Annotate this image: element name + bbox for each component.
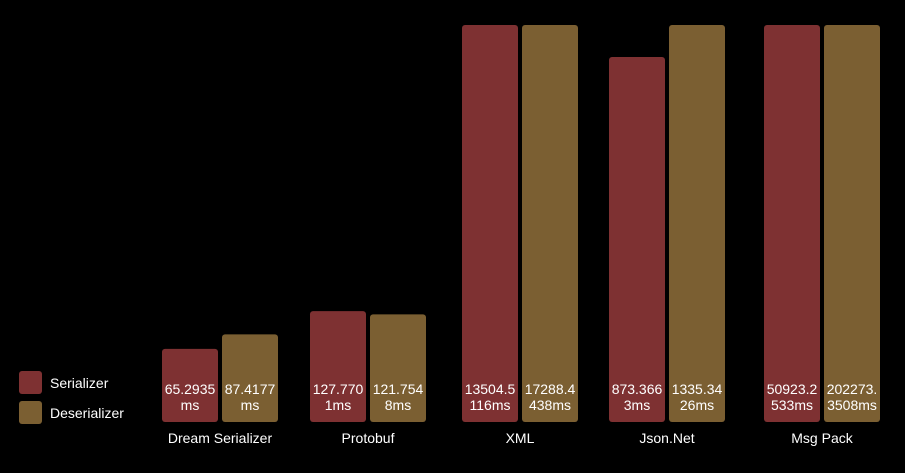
data-label-serializer-dream-serializer: 65.2935 ms [165,381,216,413]
legend-label-serializer: Serializer [50,375,109,391]
data-label-deserializer-protobuf: 121.754 8ms [373,381,424,413]
bar-deserializer-json-net [669,25,725,422]
category-labels-layer: Dream Serializer Protobuf XML Json.Net Msg P… [168,430,854,446]
data-label-serializer-xml: 13504.5 116ms [465,381,516,413]
bar-labels-layer: 65.2935 ms 87.4177 ms 127.770 1ms 121.754 8ms 13… [165,381,878,413]
data-label-serializer-msg-pack: 50923.2 533ms [767,381,818,413]
legend-swatch-deserializer [19,401,42,424]
legend-label-deserializer: Deserializer [50,405,124,421]
bars-layer [162,25,880,423]
bar-deserializer-dream-serializer [222,334,278,422]
bar-serializer-dream-serializer [162,348,218,422]
legend: Serializer Deserializer [19,371,124,424]
category-label-dream-serializer: Dream Serializer [168,430,273,446]
bar-serializer-msg-pack [764,25,820,422]
category-label-msg-pack: Msg Pack [791,430,853,446]
legend-swatch-serializer [19,371,42,394]
bar-serializer-json-net [609,56,665,423]
category-label-protobuf: Protobuf [342,430,395,446]
data-label-deserializer-json-net: 1335.34 26ms [672,381,723,413]
bar-serializer-protobuf [310,311,366,422]
data-label-deserializer-dream-serializer: 87.4177 ms [225,381,276,413]
bar-deserializer-protobuf [370,314,426,422]
bar-serializer-xml [462,25,518,422]
data-label-deserializer-xml: 17288.4 438ms [525,381,576,413]
bar-deserializer-msg-pack [824,25,880,422]
data-label-serializer-protobuf: 127.770 1ms [313,381,364,413]
data-label-serializer-json-net: 873.366 3ms [612,381,663,413]
bar-deserializer-xml [522,25,578,422]
data-label-deserializer-msg-pack: 202273. 3508ms [827,381,878,413]
category-label-json-net: Json.Net [639,430,694,446]
category-label-xml: XML [506,430,535,446]
